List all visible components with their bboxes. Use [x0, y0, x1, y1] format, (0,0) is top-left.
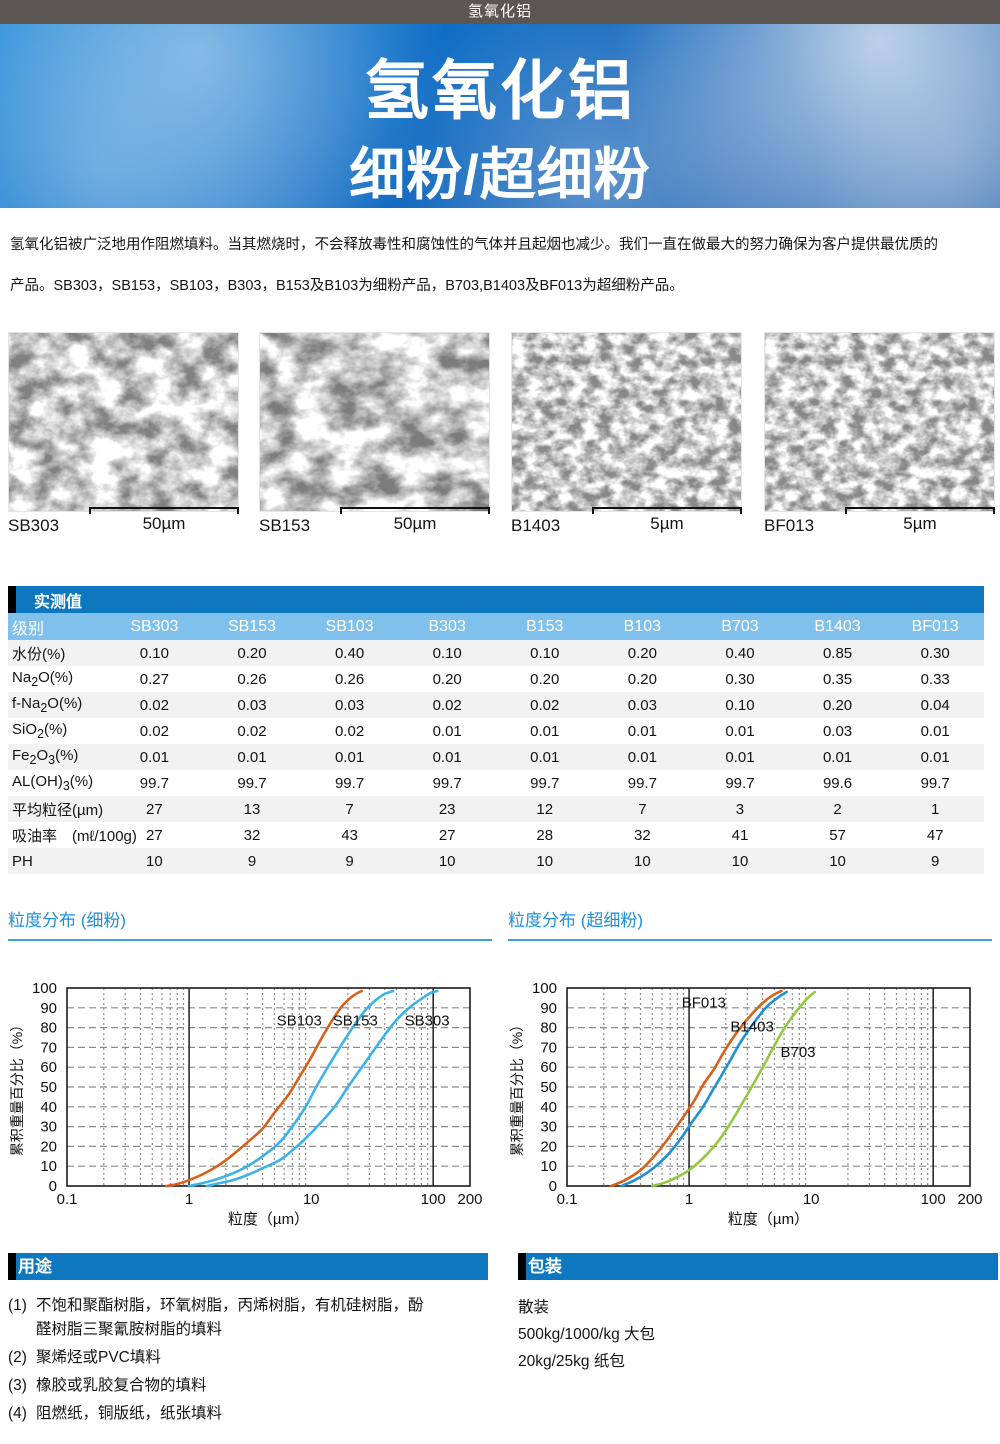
svg-text:50: 50 — [40, 1079, 57, 1096]
svg-text:10: 10 — [803, 1191, 820, 1208]
svg-text:40: 40 — [40, 1099, 57, 1116]
svg-text:0.1: 0.1 — [57, 1191, 78, 1208]
svg-text:SB303: SB303 — [405, 1013, 450, 1030]
svg-text:70: 70 — [540, 1039, 557, 1056]
svg-text:40: 40 — [540, 1099, 557, 1116]
svg-text:10: 10 — [40, 1158, 57, 1175]
svg-text:200: 200 — [957, 1191, 982, 1208]
svg-text:100: 100 — [32, 980, 57, 997]
svg-text:粒度（µm）: 粒度（µm） — [728, 1211, 809, 1228]
svg-text:30: 30 — [40, 1119, 57, 1136]
svg-text:B703: B703 — [780, 1044, 815, 1061]
svg-text:60: 60 — [40, 1059, 57, 1076]
svg-text:粒度（µm）: 粒度（µm） — [228, 1211, 309, 1228]
svg-text:累积重量百分比（%）: 累积重量百分比（%） — [509, 1018, 525, 1156]
svg-text:BF013: BF013 — [682, 995, 726, 1012]
svg-text:10: 10 — [540, 1158, 557, 1175]
svg-text:累积重量百分比（%）: 累积重量百分比（%） — [9, 1018, 25, 1156]
svg-text:B1403: B1403 — [730, 1019, 773, 1036]
svg-text:SB103: SB103 — [277, 1013, 322, 1030]
svg-text:20: 20 — [540, 1138, 557, 1155]
svg-text:100: 100 — [532, 980, 557, 997]
svg-text:80: 80 — [40, 1020, 57, 1037]
svg-text:80: 80 — [540, 1020, 557, 1037]
svg-text:200: 200 — [457, 1191, 482, 1208]
svg-text:90: 90 — [540, 1000, 557, 1017]
svg-text:0.1: 0.1 — [557, 1191, 578, 1208]
svg-text:60: 60 — [540, 1059, 557, 1076]
svg-text:SB153: SB153 — [333, 1013, 378, 1030]
svg-text:1: 1 — [185, 1191, 193, 1208]
svg-text:1: 1 — [685, 1191, 693, 1208]
svg-text:100: 100 — [921, 1191, 946, 1208]
svg-text:20: 20 — [40, 1138, 57, 1155]
svg-text:30: 30 — [540, 1119, 557, 1136]
svg-text:90: 90 — [40, 1000, 57, 1017]
svg-text:10: 10 — [303, 1191, 320, 1208]
svg-text:50: 50 — [540, 1079, 557, 1096]
svg-text:70: 70 — [40, 1039, 57, 1056]
svg-text:100: 100 — [421, 1191, 446, 1208]
